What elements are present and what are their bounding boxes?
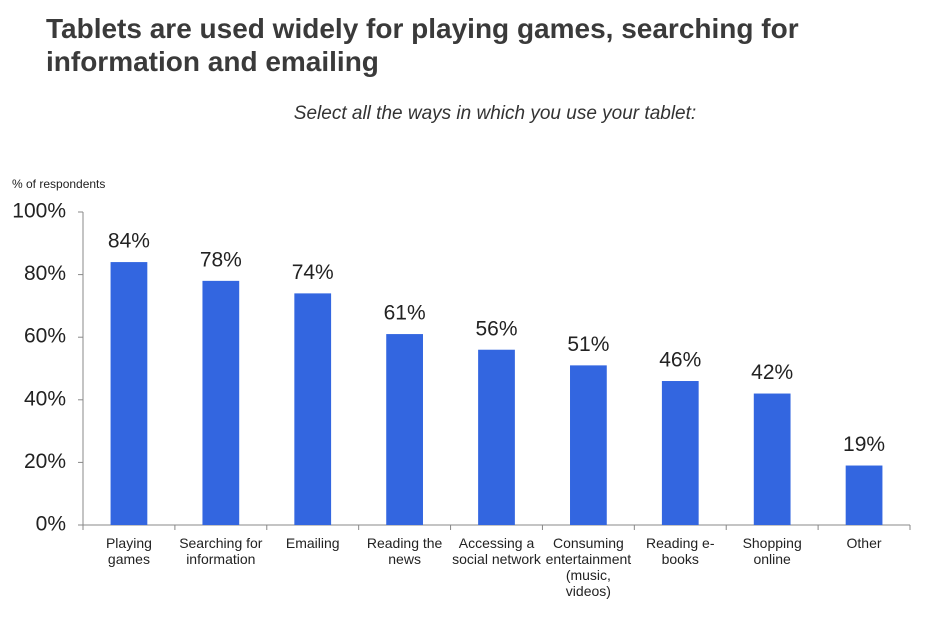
bar — [753, 393, 791, 525]
x-tick-label: Consuming entertainment (music, videos) — [545, 535, 632, 599]
x-tick-label: Shopping online — [742, 535, 802, 567]
value-label: 51% — [567, 333, 609, 356]
bar — [661, 381, 699, 525]
value-label: 84% — [108, 230, 150, 253]
value-label: 74% — [292, 261, 334, 284]
x-tick-label: Other — [846, 535, 882, 551]
bar — [570, 365, 607, 525]
value-label: 42% — [751, 361, 793, 384]
y-tick-label: 60% — [24, 325, 66, 348]
x-tick-label: Reading e-books — [646, 535, 715, 567]
bar — [110, 262, 148, 525]
chart-subtitle: Select all the ways in which you use you… — [293, 103, 697, 124]
y-tick-label: 20% — [24, 450, 66, 473]
chart-title: Tablets are used widely for playing game… — [46, 13, 799, 77]
x-tick-label: Reading the news — [366, 535, 443, 567]
value-label: 56% — [475, 317, 517, 340]
x-tick-label: Searching for information — [179, 535, 263, 567]
bar — [294, 293, 332, 525]
bar — [478, 349, 515, 525]
y-tick-label: 0% — [36, 513, 66, 536]
value-label: 61% — [384, 302, 426, 325]
y-tick-label: 100% — [12, 200, 66, 223]
value-label: 46% — [659, 349, 701, 372]
value-label: 78% — [200, 248, 242, 271]
y-tick-label: 80% — [24, 262, 66, 285]
x-tick-label: Playing games — [105, 535, 152, 567]
y-tick-label: 40% — [24, 387, 66, 410]
bar — [845, 465, 883, 525]
value-label: 19% — [843, 433, 885, 456]
bar — [202, 280, 240, 525]
x-tick-label: Emailing — [285, 535, 340, 551]
x-tick-label: Accessing a social network — [452, 535, 541, 567]
y-axis-label: % of respondents — [12, 177, 106, 191]
bar — [386, 334, 423, 525]
